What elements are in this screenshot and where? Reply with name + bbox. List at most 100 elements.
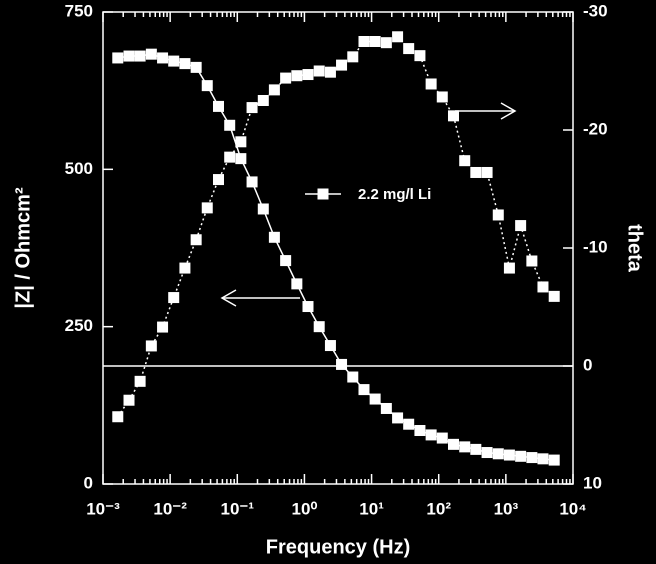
y-tick-label: 250: [65, 316, 93, 335]
marker: [201, 202, 213, 214]
marker: [201, 80, 213, 92]
arrow-left: [220, 289, 300, 307]
marker: [291, 70, 303, 82]
legend-marker: [317, 188, 329, 200]
y-tick-label: 750: [65, 1, 93, 20]
marker: [369, 36, 381, 47]
marker: [459, 155, 471, 167]
marker: [224, 119, 236, 131]
marker: [336, 358, 348, 370]
x-tick-label: 10²: [426, 499, 451, 518]
marker: [112, 52, 124, 64]
marker: [425, 429, 437, 441]
marker: [313, 65, 325, 77]
marker: [459, 441, 471, 453]
marker: [190, 61, 202, 73]
marker: [168, 55, 180, 67]
marker: [537, 453, 549, 465]
marker: [392, 412, 404, 424]
marker: [179, 262, 191, 274]
marker: [526, 452, 538, 464]
marker: [302, 301, 314, 313]
marker: [347, 371, 359, 383]
y2-axis-label: theta: [624, 224, 646, 273]
marker: [548, 454, 560, 466]
marker: [179, 58, 191, 70]
marker: [470, 166, 482, 178]
marker: [257, 203, 269, 215]
marker: [224, 151, 236, 163]
arrow-right: [455, 102, 517, 120]
marker: [268, 84, 280, 96]
marker: [492, 209, 504, 221]
marker: [503, 262, 515, 274]
marker: [157, 52, 169, 64]
x-tick-label: 10⁴: [559, 499, 586, 518]
legend-label: 2.2 mg/l Li: [358, 186, 431, 203]
marker: [403, 418, 415, 430]
marker: [212, 100, 224, 112]
marker: [235, 136, 247, 148]
marker: [123, 50, 135, 62]
marker: [447, 110, 459, 122]
marker: [168, 292, 180, 304]
marker: [403, 43, 415, 55]
series-line: [117, 35, 555, 418]
marker: [280, 255, 292, 267]
marker: [447, 438, 459, 450]
y2-tick-label: -20: [583, 119, 608, 138]
marker: [503, 449, 515, 461]
x-tick-label: 10⁰: [292, 499, 318, 518]
marker: [492, 448, 504, 460]
marker: [369, 393, 381, 405]
x-axis-label: Frequency (Hz): [266, 536, 410, 558]
marker: [436, 432, 448, 444]
marker: [336, 59, 348, 71]
marker: [123, 394, 135, 406]
y-tick-label: 0: [84, 473, 93, 492]
marker: [470, 443, 482, 455]
marker: [235, 153, 247, 165]
marker: [134, 50, 146, 62]
marker: [134, 375, 146, 387]
marker: [280, 72, 292, 84]
marker: [257, 95, 269, 106]
marker: [313, 321, 325, 333]
marker: [358, 384, 370, 396]
x-tick-label: 10⁻²: [153, 499, 187, 518]
series-line: [117, 53, 555, 461]
marker: [481, 166, 493, 178]
marker: [414, 50, 426, 62]
marker: [380, 37, 392, 49]
y-axis-label: |Z| / Ohmcm²: [12, 187, 34, 309]
marker: [515, 450, 527, 462]
marker: [414, 425, 426, 437]
marker: [425, 78, 437, 90]
marker: [145, 48, 157, 60]
marker: [291, 278, 303, 290]
marker: [190, 234, 202, 246]
y2-tick-label: 0: [583, 355, 592, 374]
marker: [246, 176, 258, 188]
x-tick-label: 10³: [494, 499, 519, 518]
y2-tick-label: -30: [583, 1, 608, 20]
marker: [302, 69, 314, 81]
marker: [358, 36, 370, 47]
marker: [380, 402, 392, 414]
marker: [324, 66, 336, 78]
x-tick-label: 10¹: [359, 499, 384, 518]
marker: [246, 102, 258, 114]
y2-tick-label: 10: [583, 473, 602, 492]
marker: [145, 340, 157, 352]
marker: [324, 340, 336, 352]
x-tick-label: 10⁻¹: [221, 499, 255, 518]
marker: [548, 290, 560, 302]
marker: [347, 51, 359, 63]
x-tick-label: 10⁻³: [86, 499, 120, 518]
marker: [268, 231, 280, 243]
y-tick-label: 500: [65, 159, 93, 178]
marker: [537, 281, 549, 293]
marker: [112, 411, 124, 423]
marker: [515, 220, 527, 232]
